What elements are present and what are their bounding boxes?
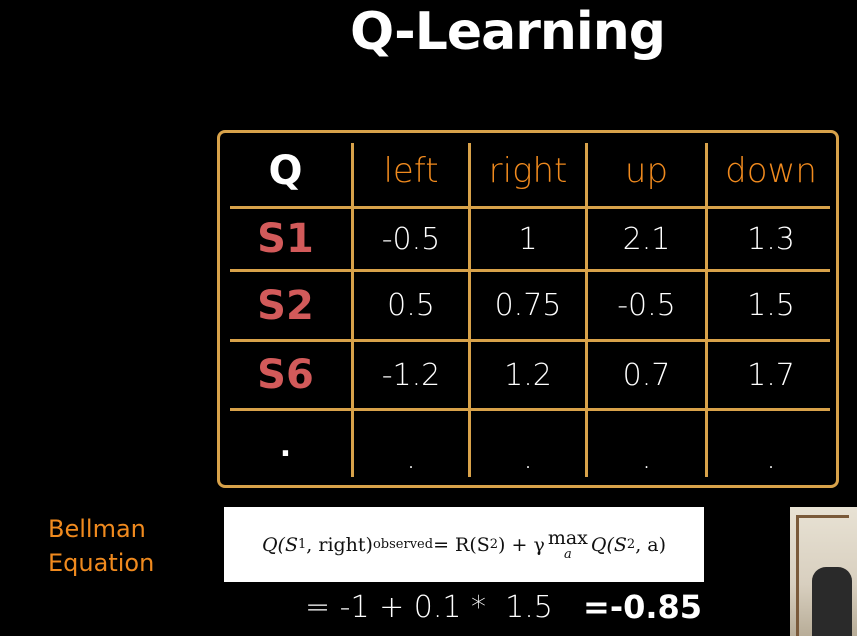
bellman-label-line2: Equation bbox=[48, 549, 155, 577]
table-divider bbox=[468, 143, 471, 477]
q-value-cell: -0.5 bbox=[381, 221, 441, 257]
formula-lhs-q: Q(S bbox=[261, 533, 298, 556]
q-value-cell: 0.5 bbox=[387, 288, 435, 323]
presenter-webcam-image bbox=[790, 507, 857, 636]
q-value-cell: -1.2 bbox=[381, 357, 441, 393]
q-table: Q left right up down S1 -0.5 1 2.1 1.3 S… bbox=[217, 130, 839, 488]
formula-max-operator: max a bbox=[547, 526, 588, 562]
table-corner-label: Q bbox=[268, 147, 303, 194]
webcam-person bbox=[812, 567, 852, 636]
q-value-cell: 1.7 bbox=[747, 357, 795, 393]
formula-sub: 2 bbox=[626, 537, 636, 552]
column-header-left: left bbox=[383, 150, 439, 191]
formula-sub: 1 bbox=[298, 537, 307, 552]
ellipsis-cell: . bbox=[406, 440, 416, 476]
q-value-cell: 0.7 bbox=[622, 357, 671, 393]
formula-sub-observed: observed bbox=[372, 537, 434, 552]
calculation-expression: = -1 + 0.1 * 1.5 bbox=[305, 590, 553, 625]
formula-max: max bbox=[547, 526, 588, 549]
column-header-right: right bbox=[488, 150, 568, 191]
column-header-down: down bbox=[725, 150, 817, 191]
q-value-cell: 1 bbox=[518, 221, 538, 257]
webcam-background-frame bbox=[796, 515, 849, 636]
slide-title: Q-Learning bbox=[350, 2, 666, 62]
formula-rhs-q: Q(S bbox=[590, 533, 627, 556]
table-divider bbox=[230, 269, 830, 272]
formula-rhs-end: , a) bbox=[635, 533, 667, 556]
ellipsis-cell: . bbox=[523, 440, 533, 476]
table-divider bbox=[230, 408, 830, 411]
q-value-cell: 1.2 bbox=[504, 357, 552, 393]
formula-equals: = R(S bbox=[433, 533, 490, 556]
row-state-label: S6 bbox=[257, 352, 314, 398]
bellman-label-line1: Bellman bbox=[48, 515, 146, 543]
formula-lhs-arg: , right) bbox=[306, 533, 373, 556]
q-value-cell: 2.1 bbox=[622, 221, 671, 257]
q-value-cell: 1.3 bbox=[747, 221, 795, 257]
table-divider bbox=[705, 143, 708, 477]
ellipsis-cell: . bbox=[766, 440, 776, 476]
q-value-cell: 0.75 bbox=[494, 288, 562, 323]
column-header-up: up bbox=[624, 150, 669, 191]
formula-sub: 2 bbox=[489, 537, 499, 552]
row-state-label: S1 bbox=[257, 216, 314, 262]
q-value-cell: -0.5 bbox=[617, 288, 676, 323]
row-ellipsis: . bbox=[279, 428, 292, 464]
table-divider bbox=[585, 143, 588, 477]
table-divider bbox=[230, 339, 830, 342]
formula-rhs-mid: ) + γ bbox=[498, 533, 545, 556]
table-divider bbox=[230, 206, 830, 209]
calculation-result: =-0.85 bbox=[583, 588, 703, 626]
row-state-label: S2 bbox=[257, 282, 314, 329]
table-divider bbox=[351, 143, 354, 477]
bellman-equation-label: Bellman Equation bbox=[48, 512, 154, 580]
formula-max-under: a bbox=[563, 546, 572, 562]
ellipsis-cell: . bbox=[641, 440, 652, 476]
bellman-formula: Q(S 1, right) observed = R(S 2) + γ max a Q(… bbox=[224, 507, 704, 582]
q-value-cell: 1.5 bbox=[747, 288, 795, 323]
